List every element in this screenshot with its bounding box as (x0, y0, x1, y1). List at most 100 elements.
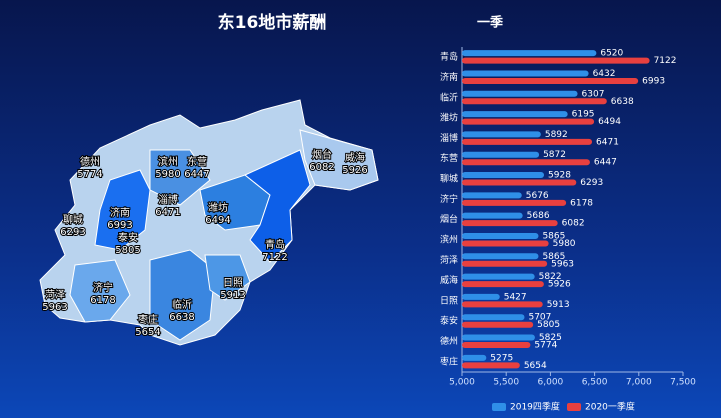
value-label: 7122 (654, 56, 677, 66)
map-city-label: 青岛 (265, 238, 285, 251)
map-city-value: 5980 (155, 169, 180, 180)
value-label: 5892 (545, 130, 568, 140)
value-label: 6993 (642, 76, 665, 86)
value-label: 5825 (539, 333, 562, 343)
x-tick-label: 5,500 (493, 378, 519, 388)
bar (462, 199, 567, 206)
x-tick-label: 7,500 (670, 378, 696, 388)
value-label: 6195 (572, 110, 595, 120)
y-tick-label: 济宁 (440, 193, 458, 205)
y-tick-label: 潍坊 (440, 112, 458, 124)
value-label: 5926 (548, 280, 571, 290)
map-city-value: 6993 (107, 220, 132, 231)
map-city-label: 菏泽 (45, 289, 65, 301)
map-city-label: 烟台 (312, 148, 332, 161)
value-label: 5654 (524, 361, 547, 371)
bar (462, 273, 535, 280)
bar (462, 192, 522, 199)
map-city-value: 6178 (90, 295, 115, 306)
bar (462, 321, 534, 328)
value-label: 5913 (547, 300, 570, 310)
bar (462, 232, 539, 239)
map-city-label: 淄博 (158, 193, 178, 206)
y-tick-label: 日照 (440, 295, 458, 306)
region (94, 169, 151, 251)
bar (462, 172, 545, 179)
bar (462, 281, 544, 288)
value-label: 6082 (562, 219, 585, 229)
bar (462, 301, 543, 308)
y-tick-label: 枣庄 (440, 355, 458, 367)
map-city-value: 6447 (184, 169, 209, 180)
map-city-label: 潍坊 (208, 201, 228, 214)
value-label: 5822 (539, 272, 562, 282)
legend-swatch (567, 403, 581, 411)
map-city-value: 5654 (135, 327, 160, 338)
y-tick-label: 烟台 (440, 213, 458, 225)
map-city-label: 德州 (80, 155, 100, 168)
bar (462, 118, 595, 125)
value-label: 6307 (582, 89, 605, 99)
value-label: 5427 (504, 292, 527, 302)
value-label: 5686 (527, 211, 550, 221)
map-city-value: 6494 (205, 215, 230, 226)
map-city-label: 东营 (187, 155, 207, 168)
bar (462, 220, 558, 227)
map-city-value: 5774 (77, 169, 102, 180)
value-label: 6178 (570, 198, 593, 208)
x-tick-label: 7,000 (626, 378, 652, 388)
y-tick-label: 青岛 (440, 51, 458, 63)
map-city-label: 威海 (345, 151, 365, 164)
y-tick-label: 德州 (440, 335, 458, 347)
bar (462, 77, 639, 84)
value-label: 6293 (580, 178, 603, 188)
bar (462, 334, 535, 341)
x-tick-label: 6,000 (538, 378, 564, 388)
bar (462, 314, 525, 321)
bar (462, 98, 607, 105)
value-label: 6447 (594, 158, 617, 168)
bar (462, 111, 568, 118)
legend-label: 2019四季度 (510, 401, 560, 413)
bar (462, 342, 531, 349)
value-label: 6432 (593, 69, 616, 79)
y-tick-label: 滨州 (440, 233, 458, 245)
region (299, 129, 379, 191)
bar (462, 131, 541, 138)
map-city-label: 滨州 (158, 155, 178, 168)
bar (462, 354, 487, 361)
region (149, 249, 216, 341)
region (69, 259, 131, 323)
map-city-label: 临沂 (172, 298, 192, 311)
map-city-value: 5963 (42, 302, 67, 313)
value-label: 5707 (528, 313, 551, 323)
map-city-label: 聊城 (63, 213, 83, 226)
value-label: 5865 (542, 252, 565, 262)
y-tick-label: 威海 (440, 274, 458, 286)
map-city-label: 枣庄 (138, 313, 158, 326)
y-tick-label: 聊城 (440, 173, 458, 185)
value-label: 5805 (537, 320, 560, 330)
bar (462, 293, 500, 300)
map-city-label: 济宁 (93, 281, 113, 294)
bar (462, 179, 577, 186)
y-tick-label: 泰安 (440, 315, 458, 327)
x-tick-label: 6,500 (582, 378, 608, 388)
map-city-value: 7122 (262, 252, 287, 263)
chart-layer: 5,000 5,500 6,000 6,500 7,000 7,500 青岛 6520 7122… (41, 47, 696, 413)
map-city-value: 6471 (155, 207, 180, 218)
value-label: 5928 (548, 171, 571, 181)
value-label: 6494 (598, 117, 621, 127)
value-label: 5963 (551, 259, 574, 269)
legend-swatch (492, 403, 506, 411)
legend-label: 2020一季度 (585, 401, 635, 413)
map-city-label: 日照 (223, 277, 243, 289)
map-city-value: 6082 (309, 162, 334, 173)
y-tick-label: 菏泽 (440, 255, 458, 266)
value-label: 5872 (543, 150, 566, 160)
bar (462, 159, 590, 166)
bar (462, 138, 593, 145)
bar (462, 253, 539, 260)
value-label: 5676 (526, 191, 549, 201)
map-city-value: 5913 (220, 290, 245, 301)
